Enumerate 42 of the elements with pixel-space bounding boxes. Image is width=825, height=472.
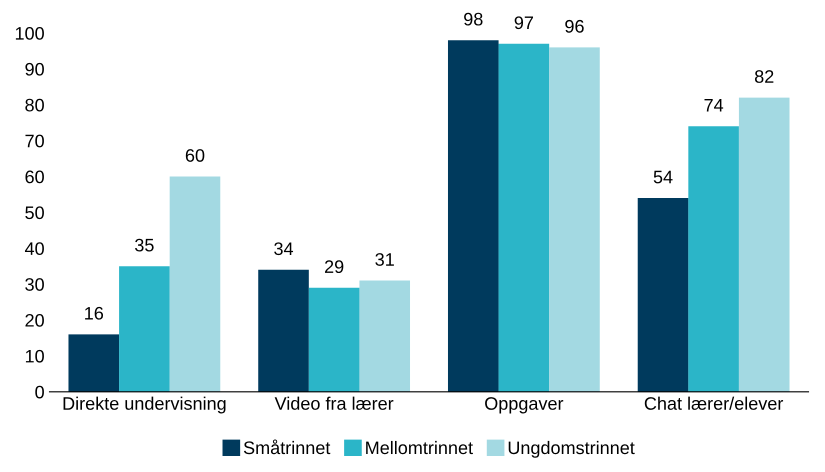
data-label: 60 bbox=[186, 149, 204, 162]
y-tick-label: 50 bbox=[25, 206, 44, 220]
bar bbox=[119, 266, 170, 392]
data-label: 97 bbox=[514, 16, 534, 30]
y-tick-label: 20 bbox=[25, 314, 44, 327]
x-tick-label: Video fra lærer bbox=[274, 396, 394, 410]
y-tick-label: 80 bbox=[25, 98, 44, 112]
x-tick-label: Chat lærer/elever bbox=[644, 396, 784, 410]
y-tick-label: 40 bbox=[24, 242, 44, 255]
bar bbox=[258, 270, 309, 392]
y-tick-label: 0 bbox=[35, 386, 44, 398]
y-tick-label: 10 bbox=[26, 350, 44, 363]
data-label: 98 bbox=[464, 12, 483, 26]
y-tick-label: 70 bbox=[25, 134, 44, 148]
bar bbox=[738, 98, 790, 392]
bar bbox=[688, 126, 739, 392]
bar bbox=[308, 288, 360, 392]
data-label: 82 bbox=[754, 70, 774, 83]
data-label: 96 bbox=[565, 20, 584, 33]
bar bbox=[498, 44, 550, 392]
legend-label: Småtrinnet bbox=[244, 439, 330, 454]
y-tick-label: 100 bbox=[16, 26, 44, 40]
legend-label: Ungdomstrinnet bbox=[508, 440, 635, 458]
bar bbox=[549, 47, 600, 392]
y-tick-label: 90 bbox=[25, 62, 44, 76]
legend-label: Mellomtrinnet bbox=[366, 440, 473, 454]
data-label: 29 bbox=[324, 260, 344, 274]
bar bbox=[68, 334, 120, 392]
bar bbox=[638, 198, 688, 392]
x-tick-label: Oppgaver bbox=[485, 397, 564, 414]
data-label: 74 bbox=[704, 99, 724, 112]
bar bbox=[359, 280, 410, 392]
data-label: 35 bbox=[135, 238, 154, 252]
bar bbox=[170, 176, 220, 392]
data-label: 31 bbox=[375, 253, 394, 266]
x-tick-label: Direkte undervisning bbox=[64, 396, 226, 414]
bar bbox=[448, 40, 499, 392]
data-label: 16 bbox=[85, 306, 104, 320]
data-label: 54 bbox=[654, 170, 673, 184]
y-tick-label: 30 bbox=[25, 278, 44, 291]
data-label: 34 bbox=[274, 242, 294, 256]
y-tick-label: 60 bbox=[25, 170, 44, 184]
